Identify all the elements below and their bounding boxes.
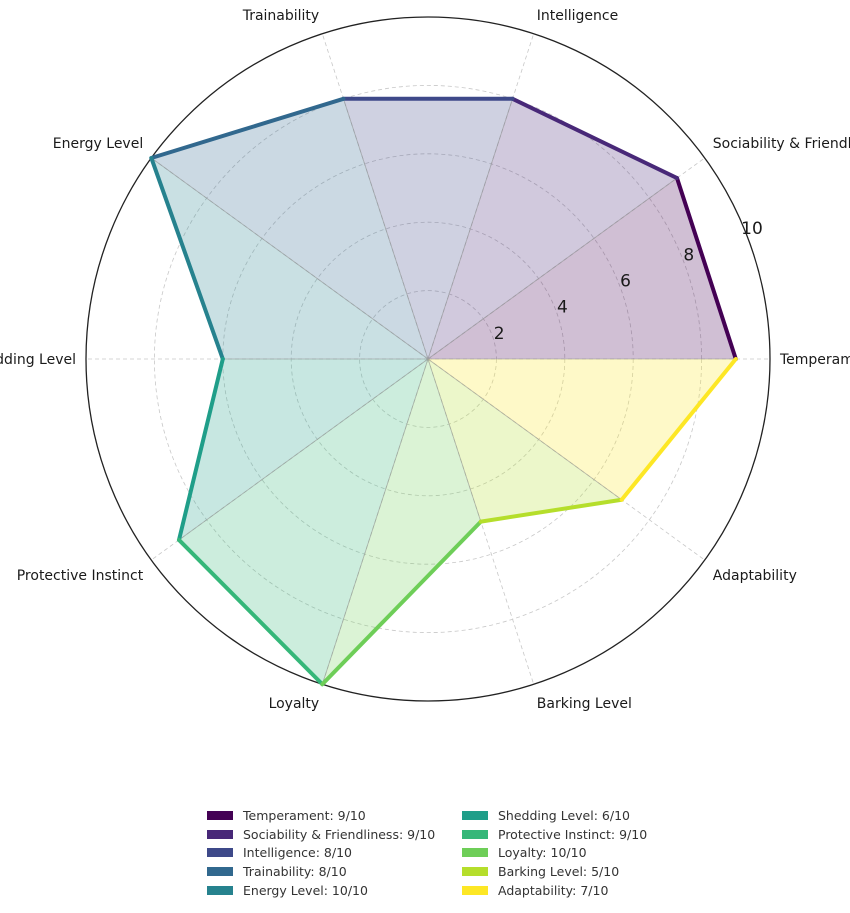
legend-item: Adaptability: 7/10 [462,881,672,900]
legend-swatch [462,886,488,896]
legend-item: Shedding Level: 6/10 [462,806,672,825]
edge-1 [510,96,680,181]
legend-label: Shedding Level: 6/10 [498,807,630,823]
edge-3 [149,96,346,160]
legend-item: Protective Instinct: 9/10 [462,825,672,844]
category-label-5: Shedding Level [0,352,76,368]
legend-item: Energy Level: 10/10 [207,881,462,900]
legend-swatch [462,867,488,877]
legend-swatch [207,829,233,839]
edge-0 [675,176,738,361]
legend-item: Temperament: 9/10 [207,806,462,825]
edge-9 [619,357,738,502]
radial-tick-6: 6 [620,271,631,291]
legend-label: Intelligence: 8/10 [243,845,352,861]
edge-6 [176,537,325,687]
category-label-0: Temperament [779,352,850,368]
text-layer: Temperament Sociability & Friendliness Int… [0,8,850,712]
legend-label: Loyalty: 10/10 [498,845,587,861]
legend-item: Barking Level: 5/10 [462,862,672,881]
legend: Temperament: 9/10 Sociability & Friendlin… [207,806,677,900]
legend-label: Protective Instinct: 9/10 [498,826,648,842]
fill-layer [150,98,737,686]
category-label-1: Sociability & Friendliness [713,136,850,152]
edge-4 [149,155,225,361]
edge-5 [176,357,225,542]
legend-swatch [462,829,488,839]
legend-swatch [207,886,233,896]
edge-layer [149,96,738,687]
legend-swatch [462,810,488,820]
legend-label: Trainability: 8/10 [243,864,347,880]
legend-swatch [207,810,233,820]
category-label-2: Intelligence [537,8,618,24]
category-label-7: Loyalty [269,696,320,712]
category-label-9: Adaptability [713,568,797,584]
category-label-4: Energy Level [53,136,143,152]
legend-item: Trainability: 8/10 [207,862,462,881]
radial-tick-4: 4 [557,298,568,318]
legend-label: Barking Level: 5/10 [498,864,620,880]
legend-label: Energy Level: 10/10 [243,883,368,899]
legend-label: Adaptability: 7/10 [498,883,609,899]
legend-swatch [462,848,488,858]
edge-7 [320,519,483,687]
category-label-6: Protective Instinct [17,568,144,584]
legend-label: Temperament: 9/10 [243,807,366,823]
outer-frame [85,16,771,702]
radial-tick-2: 2 [494,324,505,344]
edge-8 [478,497,624,524]
category-label-3: Trainability [242,8,320,24]
legend-item: Intelligence: 8/10 [207,844,462,863]
radial-tick-8: 8 [683,245,694,265]
legend-label: Sociability & Friendliness: 9/10 [243,826,436,842]
legend-swatch [207,867,233,877]
radial-tick-10: 10 [741,219,763,239]
legend-item: Sociability & Friendliness: 9/10 [207,825,462,844]
legend-swatch [207,848,233,858]
legend-item: Loyalty: 10/10 [462,844,672,863]
category-label-8: Barking Level [537,696,632,712]
